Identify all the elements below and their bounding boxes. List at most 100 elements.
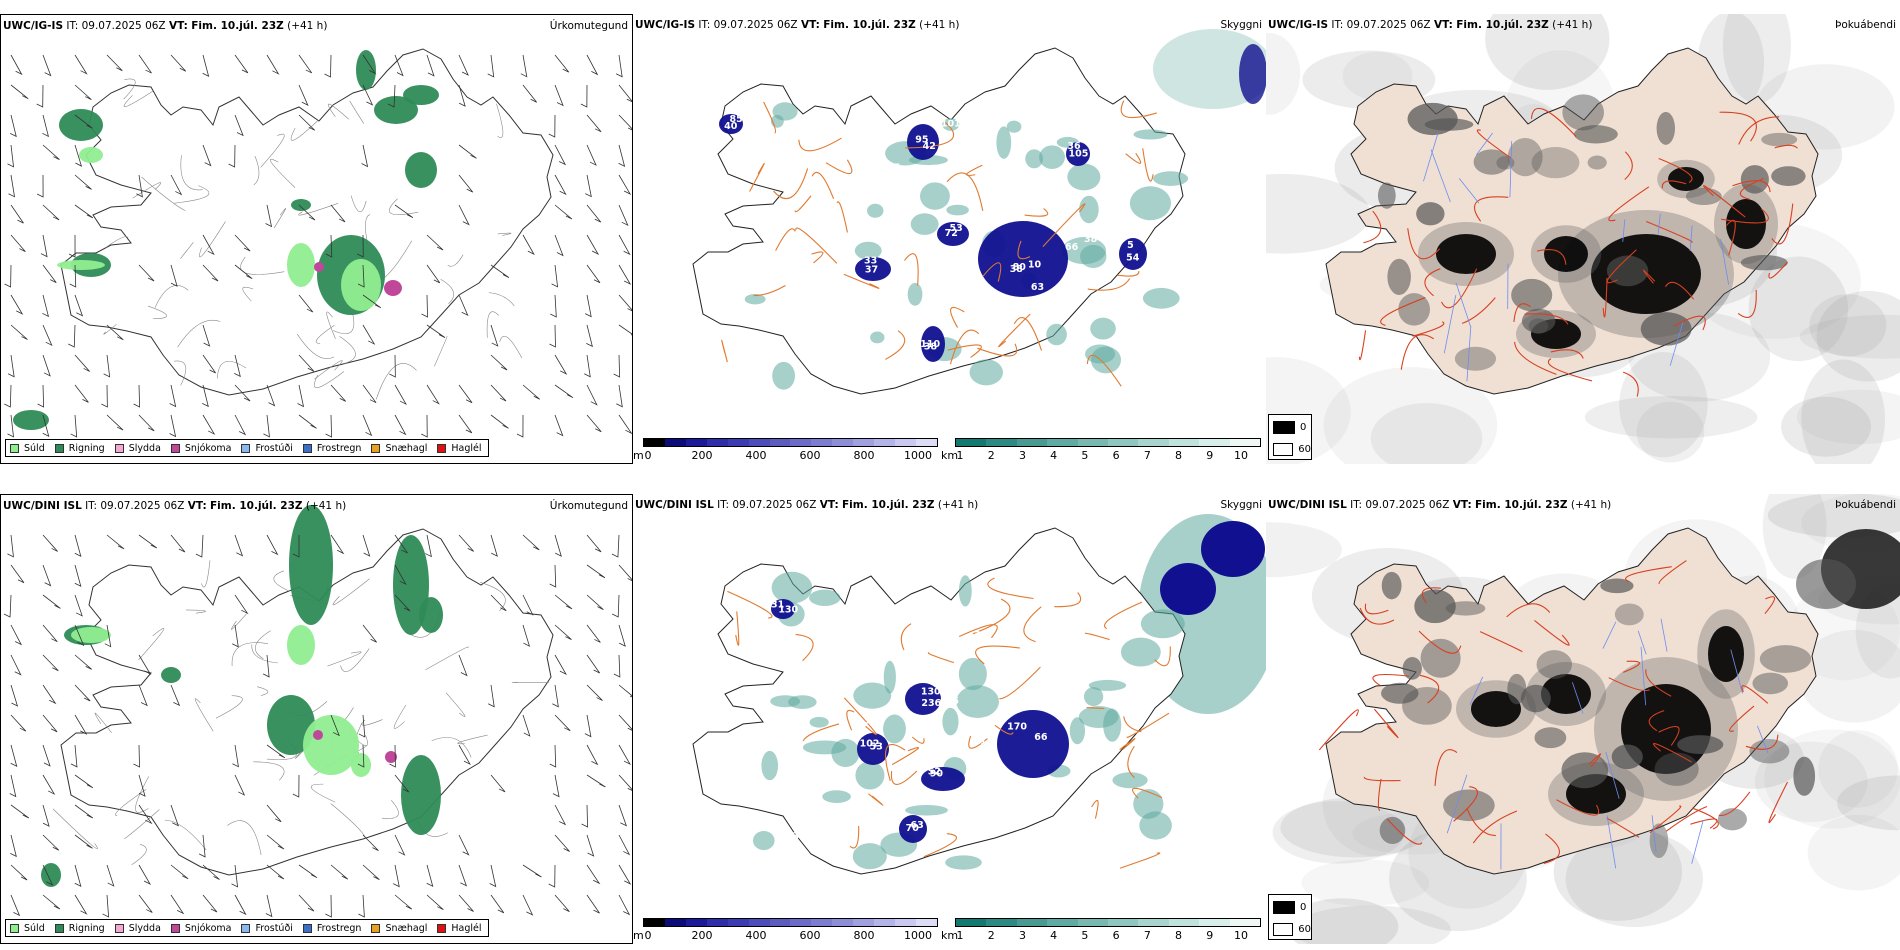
wind-barb [234, 264, 253, 280]
wind-barb [393, 864, 400, 888]
wind-barb [585, 174, 592, 198]
road [253, 156, 260, 186]
legend-item: Slydda [114, 443, 161, 454]
wind-barb [74, 804, 94, 819]
wind-barb [262, 654, 270, 678]
panel-title: Þokuábendi [1835, 19, 1896, 31]
wind-barb [490, 534, 498, 557]
fog-patch [1722, 14, 1791, 104]
wind-barb [618, 624, 626, 647]
fog-patch [1614, 603, 1644, 626]
fog-legend-swatch [1273, 900, 1295, 914]
visibility-patch [867, 203, 884, 218]
precip-map[interactable] [1, 15, 633, 464]
road [911, 736, 925, 744]
cloud-base-label: 66 [1034, 732, 1048, 743]
colorbar-strip [955, 438, 1261, 447]
precip-map[interactable] [1, 495, 633, 944]
wind-barb [42, 744, 51, 767]
road [1737, 289, 1757, 318]
visibility-teal-layer [752, 571, 1185, 870]
fog-core [1471, 691, 1521, 727]
legend-swatch [371, 443, 381, 453]
wind-barb [490, 354, 508, 371]
wind-barb [10, 114, 17, 138]
wind-barb [554, 804, 567, 826]
road [900, 623, 912, 651]
cloud-base-label: 33 [864, 255, 877, 266]
road [904, 253, 919, 286]
wind-barb [74, 774, 94, 789]
colorbar-cell [832, 919, 854, 926]
wind-barb [42, 834, 60, 851]
road [1741, 685, 1769, 704]
colorbar-unit: m [633, 449, 644, 462]
valid-time: Fim. 10.júl. 23Z [210, 500, 303, 512]
wind-barb [458, 864, 468, 887]
colorbar-cell [1047, 439, 1078, 446]
visibility-patch [946, 204, 969, 216]
cloud-base-label: 34 [974, 630, 988, 641]
wind-barb [232, 624, 239, 648]
road [1042, 203, 1086, 247]
fog-patch [1286, 898, 1399, 944]
rain-patch [374, 96, 418, 124]
visibility-patch [958, 657, 987, 691]
wind-barb [298, 354, 315, 372]
road [982, 262, 1002, 282]
colorbar-cell [748, 919, 770, 926]
wind-barb [42, 654, 59, 672]
wind-barb [266, 744, 286, 759]
colorbar-tick: 400 [745, 929, 767, 942]
wind-barb [458, 294, 469, 317]
colorbar-cell [1077, 439, 1109, 446]
lead-time: (+41 h) [305, 500, 347, 512]
road [1084, 632, 1110, 641]
visibility-patch [1142, 287, 1180, 309]
colorbar-tick: 200 [691, 449, 713, 462]
cloud-base-patch [921, 326, 945, 362]
road [1434, 749, 1458, 787]
road [199, 221, 226, 258]
wind-barb [554, 144, 567, 166]
wind-barb [584, 714, 592, 738]
fog-patch [1717, 808, 1747, 831]
road [1418, 630, 1462, 654]
road [998, 313, 1031, 348]
road [240, 256, 285, 275]
colorbar-tick: 3 [1018, 449, 1026, 462]
snow-patch [384, 280, 402, 296]
low-cloud-patch [1201, 521, 1265, 577]
wind-barb [106, 534, 125, 550]
river [1423, 133, 1439, 182]
wind-barb [458, 144, 477, 159]
wind-barb [554, 54, 570, 73]
fog-map[interactable] [1266, 494, 1900, 944]
fog-map[interactable] [1266, 14, 1900, 464]
fog-legend-label: 60 [1298, 443, 1311, 455]
precip-legend: Súld Rigning Slydda Snjókoma Frostúði Frostre… [5, 919, 489, 937]
road [1091, 799, 1099, 819]
wind-barb [234, 414, 247, 436]
legend-label: Haglél [451, 442, 482, 454]
wind-barb [42, 54, 52, 77]
legend-item: Frostúði [241, 923, 293, 934]
issue-time: 09.07.2025 06Z [732, 499, 817, 511]
wind-barb [10, 294, 24, 315]
road [103, 323, 117, 335]
fog-patch [1561, 752, 1609, 789]
legend-item: Frostúði [241, 443, 293, 454]
fog-patch [1781, 396, 1871, 457]
cloud-base-patch [771, 599, 795, 619]
wind-barb [586, 684, 603, 701]
cloud-base-label: 347 [1044, 698, 1064, 709]
colorbar-cell [1199, 919, 1230, 926]
legend-label: Slydda [128, 922, 161, 934]
panel-header: UWC/IG-IS IT: 09.07.2025 06Z VT: Fim. 10… [635, 19, 1262, 31]
wind-barb [586, 54, 599, 76]
wind-barb [618, 144, 626, 168]
visibility-patch [883, 714, 906, 744]
wind-barb [618, 264, 632, 285]
